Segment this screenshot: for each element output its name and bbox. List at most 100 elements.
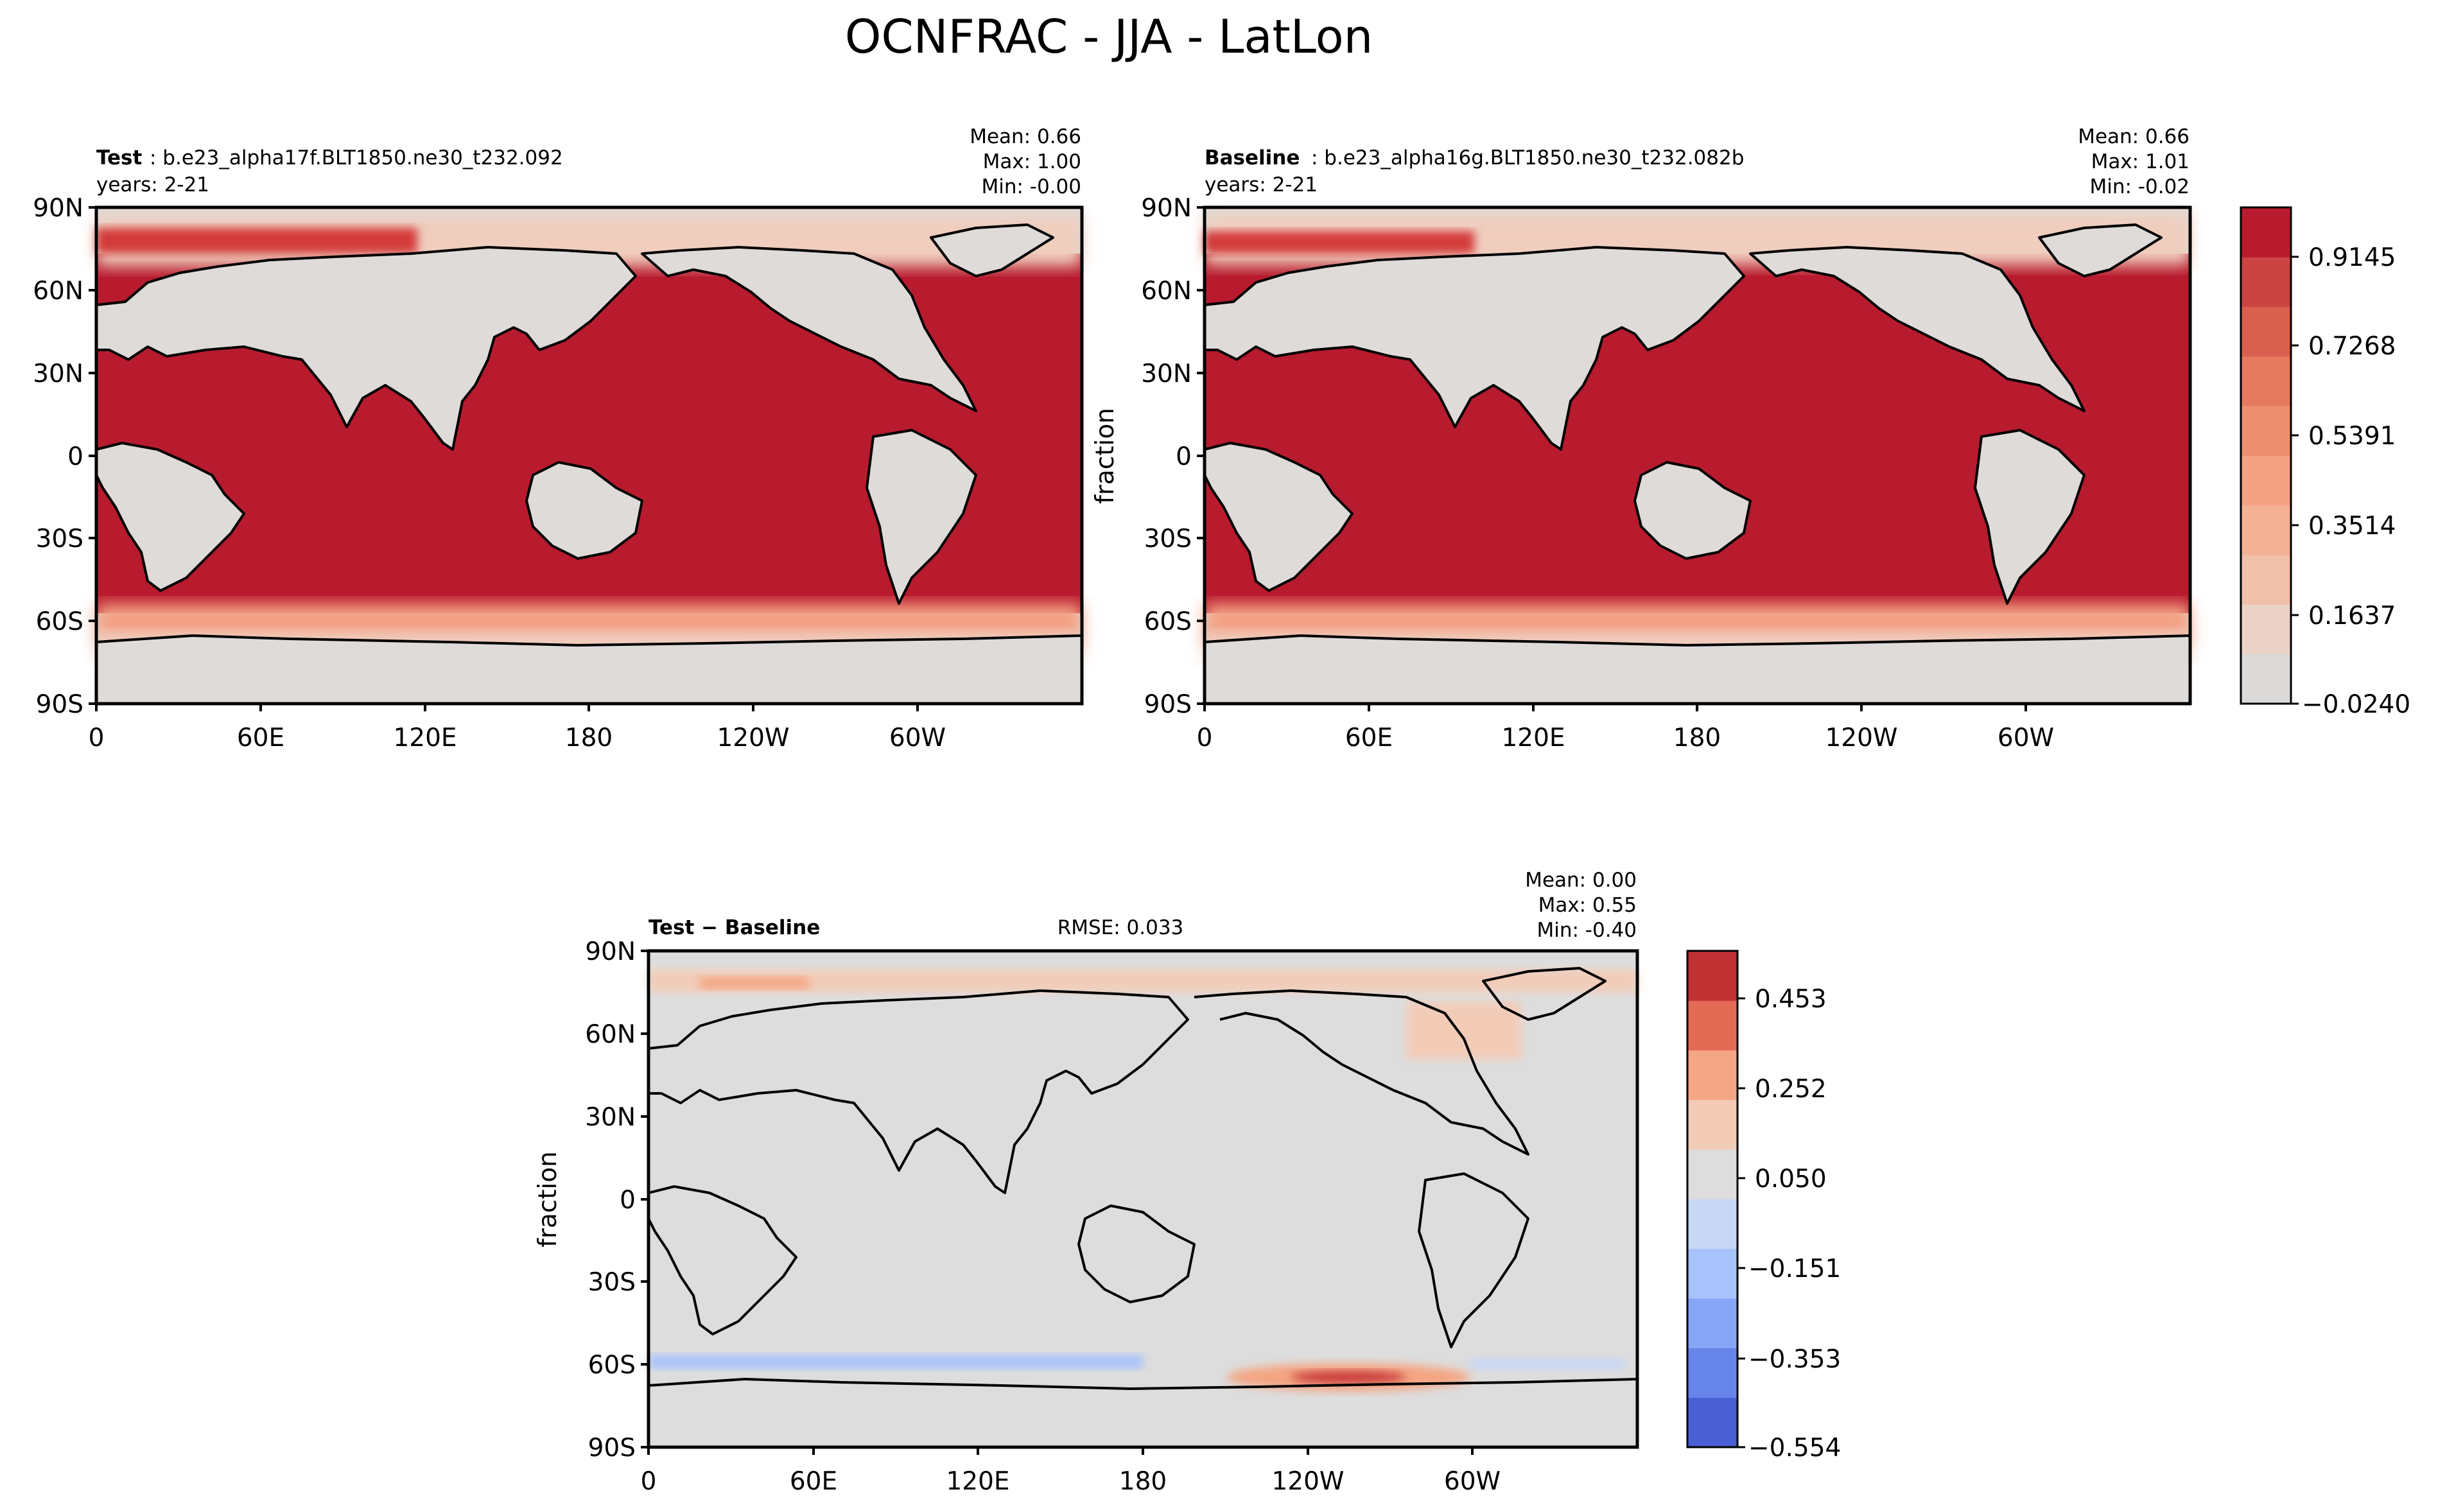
difference-colorbar-swatches <box>1687 951 1737 1448</box>
test-ytick-6: 90S <box>36 690 83 719</box>
fraction-colorbar-tick-2: 0.5391 <box>2308 422 2396 451</box>
baseline-ytick-2: 30N <box>1141 360 1192 388</box>
baseline-years: years: 2-21 <box>1205 173 1318 196</box>
difference-hudson-positive <box>1406 1002 1522 1059</box>
difference-label: Test − Baseline <box>649 916 820 939</box>
baseline-ytick-0: 90N <box>1141 194 1192 223</box>
fraction-colorbar-frame <box>2240 206 2292 705</box>
baseline-label-rest: : b.e23_alpha16g.BLT1850.ne30_t232.082b <box>1311 146 1744 169</box>
difference-xtick-5: 60W <box>1444 1467 1501 1496</box>
difference-colorbar-frame <box>1686 950 1739 1448</box>
difference-colorbar-swatch-1 <box>1687 1348 1737 1398</box>
difference-map <box>641 949 1639 1455</box>
difference-colorbar-swatch-4 <box>1687 1199 1737 1249</box>
difference-ytick-3: 0 <box>620 1186 636 1215</box>
difference-southern-negative-e <box>1470 1358 1624 1369</box>
difference-colorbar-swatch-0 <box>1687 1397 1737 1448</box>
fraction-colorbar-swatch-3 <box>2241 505 2291 555</box>
baseline-xtick-4: 120W <box>1825 724 1897 752</box>
baseline-ylabel: fraction <box>1091 408 1120 504</box>
fraction-colorbar-swatch-7 <box>2241 306 2291 357</box>
fraction-colorbar-swatches <box>2241 207 2291 704</box>
test-xtick-3: 180 <box>565 724 613 752</box>
baseline-label-bold: Baseline <box>1205 146 1300 169</box>
test-label-bold: Test <box>96 146 143 169</box>
fraction-colorbar-tick-3: 0.3514 <box>2308 512 2396 541</box>
difference-stat-mean: Mean: 0.00 <box>1525 869 1637 892</box>
figure-title: OCNFRAC - JJA - LatLon <box>845 10 1373 64</box>
difference-tick-marks <box>641 950 1474 1455</box>
test-ytick-1: 60N <box>33 277 83 306</box>
test-stat-mean: Mean: 0.66 <box>970 125 1081 148</box>
difference-colorbar: 0.453 0.252 0.050 −0.151 −0.353 −0.554 <box>1686 950 1841 1463</box>
difference-continents <box>647 967 1638 1390</box>
test-tick-marks <box>89 206 919 711</box>
difference-ytick-6: 90S <box>588 1434 636 1463</box>
difference-xtick-0: 0 <box>641 1467 657 1496</box>
difference-ytick-0: 90N <box>585 937 636 966</box>
difference-ytick-5: 60S <box>588 1351 636 1380</box>
difference-colorbar-swatch-3 <box>1687 1248 1737 1299</box>
difference-ylabel: fraction <box>534 1151 562 1247</box>
test-arctic-edge-w <box>96 228 417 254</box>
test-ytick-2: 30N <box>33 360 83 388</box>
difference-colorbar-tick-marks <box>1737 997 1745 1448</box>
fraction-colorbar-swatch-6 <box>2241 356 2291 406</box>
fraction-colorbar-tick-marks <box>2291 256 2299 705</box>
test-ytick-4: 30S <box>36 525 83 553</box>
difference-ytick-2: 30N <box>585 1103 636 1132</box>
difference-arctic-peak <box>700 977 809 989</box>
baseline-ytick-3: 0 <box>1176 442 1192 471</box>
difference-ytick-1: 60N <box>585 1020 636 1049</box>
baseline-xtick-5: 60W <box>1998 724 2054 752</box>
baseline-tick-marks <box>1197 206 2027 711</box>
baseline-stat-mean: Mean: 0.66 <box>2078 125 2190 148</box>
difference-panel: Test − Baseline RMSE: 0.033 Mean: 0.00 M… <box>534 869 1639 1496</box>
difference-southern-negative <box>649 1355 1143 1369</box>
difference-colorbar-tick-5: −0.554 <box>1748 1434 1841 1463</box>
difference-stat-max: Max: 0.55 <box>1538 894 1637 917</box>
fraction-colorbar-tick-5: −0.0240 <box>2302 690 2410 719</box>
baseline-xtick-2: 120E <box>1501 724 1565 752</box>
baseline-map <box>1197 205 2192 711</box>
difference-colorbar-swatch-6 <box>1687 1099 1737 1150</box>
fraction-colorbar-tick-1: 0.7268 <box>2308 332 2396 361</box>
fraction-colorbar-swatch-2 <box>2241 555 2291 605</box>
difference-colorbar-tick-1: 0.252 <box>1755 1075 1827 1104</box>
test-xtick-2: 120E <box>393 724 457 752</box>
difference-rmse: RMSE: 0.033 <box>1058 916 1184 939</box>
test-map <box>89 205 1084 711</box>
difference-colorbar-swatch-2 <box>1687 1298 1737 1348</box>
baseline-stat-max: Max: 1.01 <box>2091 150 2190 173</box>
test-xtick-5: 60W <box>889 724 946 752</box>
fraction-colorbar-swatch-0 <box>2241 654 2291 704</box>
difference-colorbar-tick-2: 0.050 <box>1755 1165 1827 1194</box>
difference-colorbar-swatch-9 <box>1687 951 1737 1001</box>
test-xtick-4: 120W <box>717 724 789 752</box>
fraction-colorbar-swatch-4 <box>2241 455 2291 506</box>
baseline-ytick-4: 30S <box>1144 525 1192 553</box>
fraction-colorbar-swatch-9 <box>2241 207 2291 257</box>
difference-xtick-4: 120W <box>1271 1467 1344 1496</box>
baseline-ytick-6: 90S <box>1144 690 1192 719</box>
difference-xtick-1: 60E <box>790 1467 837 1496</box>
fraction-colorbar-tick-0: 0.9145 <box>2308 243 2396 272</box>
fraction-colorbar-tick-4: 0.1637 <box>2308 602 2396 630</box>
difference-colorbar-swatch-5 <box>1687 1149 1737 1199</box>
baseline-stat-min: Min: -0.02 <box>2089 175 2190 198</box>
baseline-panel: Baseline : b.e23_alpha16g.BLT1850.ne30_t… <box>1091 125 2192 752</box>
baseline-xtick-3: 180 <box>1673 724 1721 752</box>
test-stat-max: Max: 1.00 <box>983 150 1081 173</box>
fraction-colorbar-swatch-1 <box>2241 604 2291 655</box>
test-xtick-0: 0 <box>89 724 105 752</box>
baseline-arctic-edge-w <box>1205 231 1474 254</box>
baseline-ytick-5: 60S <box>1144 607 1192 636</box>
difference-colorbar-swatch-8 <box>1687 1000 1737 1051</box>
test-ytick-0: 90N <box>33 194 83 223</box>
difference-xtick-2: 120E <box>946 1467 1009 1496</box>
difference-colorbar-tick-4: −0.353 <box>1748 1345 1841 1374</box>
baseline-xtick-1: 60E <box>1345 724 1393 752</box>
baseline-ytick-1: 60N <box>1141 277 1192 306</box>
difference-colorbar-swatch-7 <box>1687 1050 1737 1100</box>
